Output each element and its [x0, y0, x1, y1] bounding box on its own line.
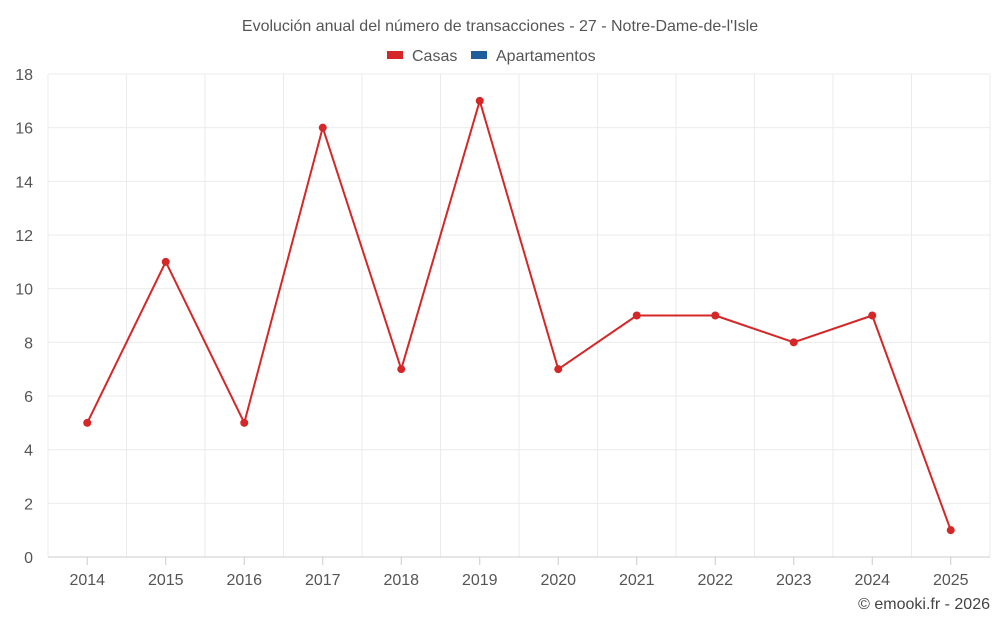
data-point[interactable]	[397, 365, 406, 374]
grid	[47, 73, 991, 557]
x-tick-label: 2020	[540, 572, 576, 589]
legend-label-casas: Casas	[412, 48, 457, 65]
x-tick-label: 2018	[383, 572, 419, 589]
x-tick-label: 2021	[619, 572, 655, 589]
legend-swatch-apartamentos	[471, 51, 487, 59]
y-tick-label: 6	[24, 389, 33, 406]
series-line-casas	[86, 99, 952, 531]
y-tick-label: 8	[24, 335, 33, 352]
x-tick-label: 2019	[462, 572, 498, 589]
y-axis: 0 2 4 6 8 10 12 14 16 18	[15, 67, 33, 567]
data-point[interactable]	[554, 365, 563, 374]
x-tick-label: 2025	[933, 572, 969, 589]
data-point[interactable]	[789, 338, 798, 347]
legend-swatch-casas	[387, 51, 403, 59]
legend-item-casas[interactable]: Casas	[387, 48, 457, 65]
legend-item-apartamentos[interactable]: Apartamentos	[471, 48, 596, 65]
data-point[interactable]	[632, 311, 641, 320]
y-tick-label: 14	[15, 174, 33, 191]
y-tick-label: 0	[24, 550, 33, 567]
x-tick-label: 2016	[226, 572, 262, 589]
x-tick-label: 2014	[69, 572, 105, 589]
data-point[interactable]	[240, 418, 249, 427]
plot-area	[83, 96, 955, 535]
data-point[interactable]	[161, 257, 170, 266]
chart-title: Evolución anual del número de transaccio…	[242, 18, 758, 35]
y-tick-label: 18	[15, 67, 33, 84]
data-point[interactable]	[83, 418, 92, 427]
credit: © emooki.fr - 2026	[858, 596, 990, 613]
data-point[interactable]	[318, 123, 327, 132]
x-axis: 2014 2015 2016 2017 2018 2019 2020 2021 2022 2023…	[48, 556, 990, 589]
y-tick-label: 12	[15, 228, 33, 245]
data-point[interactable]	[946, 526, 955, 535]
x-tick-label: 2017	[305, 572, 341, 589]
data-point[interactable]	[868, 311, 877, 320]
x-tick-label: 2015	[148, 572, 184, 589]
y-tick-label: 16	[15, 121, 33, 138]
y-tick-label: 2	[24, 496, 33, 513]
x-tick-label: 2022	[697, 572, 733, 589]
y-tick-label: 4	[24, 443, 33, 460]
data-point[interactable]	[475, 96, 484, 105]
data-point[interactable]	[711, 311, 720, 320]
legend-label-apartamentos: Apartamentos	[496, 48, 596, 65]
x-tick-label: 2024	[854, 572, 890, 589]
x-tick-label: 2023	[776, 572, 812, 589]
y-tick-label: 10	[15, 282, 33, 299]
legend: Casas Apartamentos	[387, 48, 596, 65]
